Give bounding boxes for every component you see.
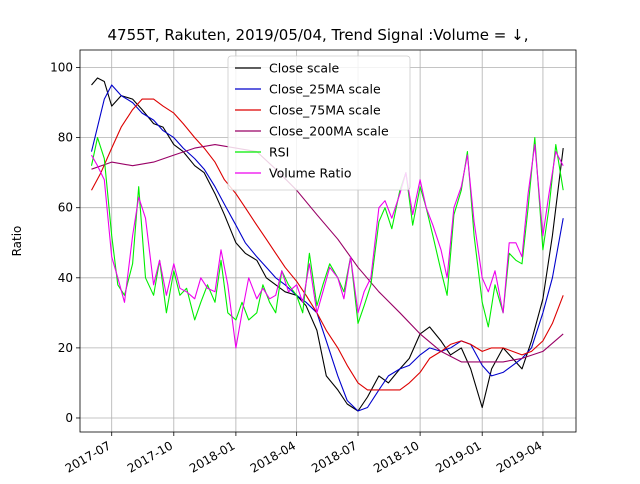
series-line-3	[91, 98, 564, 391]
legend-label-3: Close_75MA scale	[269, 103, 381, 118]
y-axis-label: Ratio	[10, 226, 24, 257]
y-tick-label: 80	[58, 131, 73, 145]
plot-lines	[90, 77, 564, 412]
series-line-6	[91, 144, 564, 349]
legend-label-5: RSI	[269, 145, 289, 160]
series-line-1	[91, 77, 564, 412]
y-tick-label: 0	[65, 411, 73, 425]
legend-label-6: Volume Ratio	[269, 166, 352, 181]
legend-box	[227, 55, 411, 191]
y-tick-label: 100	[50, 61, 73, 75]
legend-label-2: Close_25MA scale	[269, 82, 381, 97]
legend-label-4: Close_200MA scale	[269, 124, 389, 139]
legend-label-1: Close scale	[269, 61, 340, 76]
y-tick-label: 60	[58, 201, 73, 215]
plot-frame	[79, 49, 577, 433]
legend: Close scale Close_25MA scale Close_75MA sc…	[227, 55, 411, 191]
series-line-5	[90, 137, 564, 328]
chart-title: 4755T, Rakuten, 2019/05/04, Trend Signal…	[108, 26, 529, 44]
series-line-4	[91, 144, 564, 363]
y-tick-label: 40	[58, 271, 73, 285]
y-tick-label: 20	[58, 341, 73, 355]
series-line-2	[90, 84, 564, 412]
